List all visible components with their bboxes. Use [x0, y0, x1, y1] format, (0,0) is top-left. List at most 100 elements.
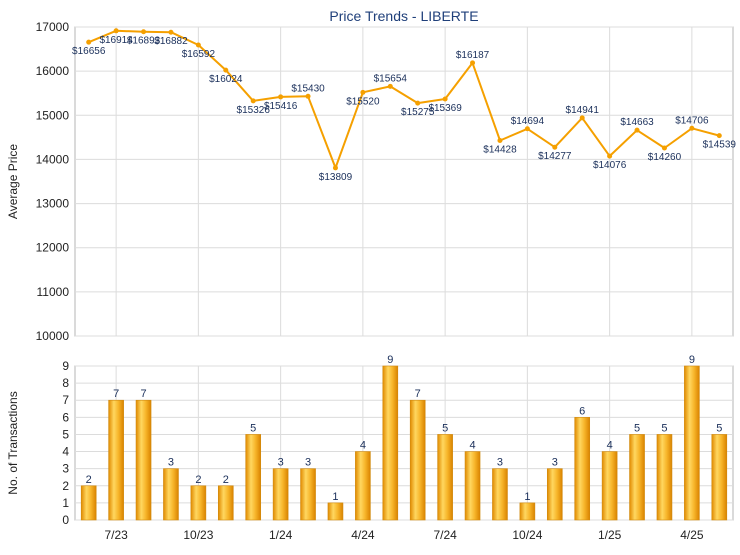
- transaction-bar: [272, 468, 289, 521]
- transaction-bar-label: 1: [524, 491, 530, 503]
- transaction-bar-label: 3: [278, 457, 284, 469]
- transaction-bar: [382, 365, 399, 521]
- price-point: [524, 126, 530, 132]
- price-data-label: $16187: [456, 50, 490, 61]
- price-data-label: $16914: [99, 35, 133, 46]
- price-line-panel: Price Trends - LIBERTE 10000 11000 12000 130…: [6, 8, 736, 343]
- price-data-label: $14428: [483, 145, 517, 156]
- transaction-bar-label: 3: [552, 457, 558, 469]
- price-y-tick-label: 14000: [36, 152, 70, 166]
- transaction-bar: [437, 434, 453, 521]
- transaction-bar-label: 4: [469, 440, 475, 452]
- transactions-y-tick-label: 1: [62, 496, 69, 510]
- price-data-label: $14260: [648, 152, 682, 163]
- price-data-label: $15326: [237, 105, 271, 116]
- transactions-y-axis-label: No. of Transactions: [6, 391, 20, 494]
- price-data-label: $15430: [291, 83, 325, 94]
- price-point: [305, 93, 311, 99]
- price-y-tick-label: 10000: [36, 329, 70, 343]
- price-point: [415, 100, 421, 106]
- transaction-bar: [409, 399, 426, 521]
- price-y-tick-label: 16000: [36, 64, 70, 78]
- price-data-label: $16893: [127, 36, 161, 47]
- price-data-label: $16656: [72, 46, 106, 57]
- transaction-bar-label: 7: [415, 388, 421, 400]
- transactions-y-tick-label: 3: [62, 462, 69, 476]
- transaction-bar-label: 2: [223, 474, 229, 486]
- price-point: [387, 83, 393, 89]
- transaction-bar-label: 2: [86, 474, 92, 486]
- price-data-label: $15416: [264, 101, 298, 112]
- transaction-bar: [684, 365, 700, 521]
- transaction-bar: [464, 451, 481, 521]
- price-point: [470, 60, 476, 66]
- price-data-label: $14277: [538, 151, 572, 162]
- price-data-label: $13809: [319, 172, 353, 183]
- price-point: [195, 42, 201, 48]
- transaction-bar: [546, 468, 563, 521]
- transaction-bar: [519, 502, 536, 521]
- price-point: [661, 145, 667, 151]
- price-data-label: $16882: [154, 36, 188, 47]
- x-tick-label: 7/23: [104, 528, 128, 542]
- transaction-bar-label: 5: [250, 422, 256, 434]
- x-tick-label: 10/23: [183, 528, 213, 542]
- transaction-bar-label: 5: [716, 422, 722, 434]
- x-tick-label: 1/25: [598, 528, 622, 542]
- transaction-bar-label: 4: [360, 440, 366, 452]
- price-point: [86, 39, 92, 45]
- price-point: [552, 144, 558, 150]
- transaction-bar: [245, 434, 262, 521]
- transactions-y-tick-label: 8: [62, 376, 69, 390]
- x-tick-label: 1/24: [269, 528, 293, 542]
- price-data-label: $16592: [182, 49, 216, 60]
- price-point: [360, 89, 366, 95]
- transaction-bar-label: 7: [113, 388, 119, 400]
- transaction-bar-label: 5: [661, 422, 667, 434]
- price-data-label: $16024: [209, 74, 243, 85]
- price-point: [716, 133, 722, 139]
- price-y-tick-label: 17000: [36, 20, 70, 34]
- transaction-bar: [300, 468, 316, 521]
- transactions-y-tick-label: 6: [62, 410, 69, 424]
- price-data-label: $14539: [703, 140, 737, 151]
- transaction-bar-label: 2: [195, 474, 201, 486]
- transaction-bar: [163, 468, 179, 521]
- price-data-label: $14663: [620, 117, 654, 128]
- x-tick-label: 7/24: [433, 528, 457, 542]
- price-point: [607, 153, 613, 159]
- transaction-bar-label: 6: [579, 405, 585, 417]
- transaction-bar: [574, 417, 591, 521]
- transaction-bar-label: 4: [607, 440, 613, 452]
- transaction-bar: [108, 399, 124, 521]
- price-data-label: $15654: [374, 73, 408, 84]
- price-point: [634, 127, 640, 133]
- transactions-y-tick-label: 0: [62, 513, 69, 527]
- x-tick-label: 4/24: [351, 528, 375, 542]
- transaction-bar: [135, 399, 152, 521]
- price-point: [223, 67, 229, 73]
- price-y-tick-label: 13000: [36, 197, 70, 211]
- price-data-label: $15369: [428, 103, 462, 114]
- price-y-tick-label: 15000: [36, 108, 70, 122]
- transactions-bar-panel: 0 1 2 3 4 5 6 7 8 9 No. of Transactions 2 7 7 3 2 2 5 3 3 1 4…: [6, 354, 734, 542]
- price-data-label: $15275: [401, 107, 435, 118]
- transaction-bar: [601, 451, 618, 521]
- price-point: [689, 125, 695, 131]
- transaction-bar-label: 9: [689, 354, 695, 366]
- price-point: [168, 29, 174, 35]
- price-data-label: $15520: [346, 96, 380, 107]
- transaction-bar-label: 7: [140, 388, 146, 400]
- transaction-bar: [355, 451, 371, 521]
- price-data-label: $14694: [511, 116, 545, 127]
- price-point: [141, 29, 147, 35]
- transaction-bar-label: 3: [305, 457, 311, 469]
- price-point: [332, 165, 338, 171]
- price-y-tick-label: 12000: [36, 241, 70, 255]
- transaction-bar: [711, 434, 728, 521]
- transaction-bar: [80, 485, 97, 521]
- transactions-y-tick-label: 2: [62, 479, 69, 493]
- transactions-y-tick-label: 7: [62, 393, 69, 407]
